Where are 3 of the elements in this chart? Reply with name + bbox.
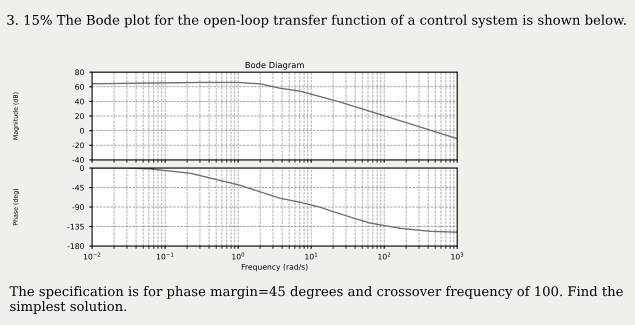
text: 3. 15% The Bode plot for the open-loop transfer function of a control system is shown below.: [7, 14, 626, 28]
text: The specification is for phase margin=45 degrees and crossover frequency of 100. Find the simplest solution.: [10, 286, 623, 314]
chart-title: Bode Diagram: [246, 62, 304, 70]
